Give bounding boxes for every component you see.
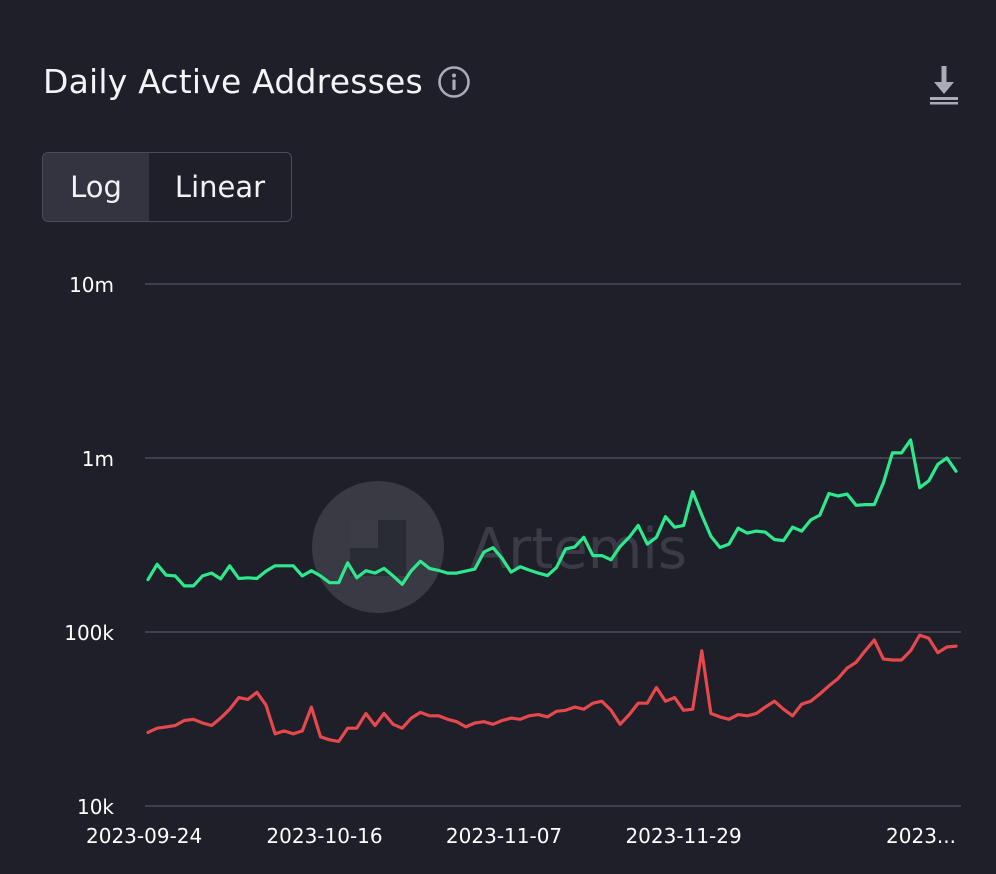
x-tick-label: 2023-11-29 [625, 824, 741, 848]
title-row: Daily Active Addresses [43, 62, 471, 101]
watermark: Artemis [312, 481, 687, 613]
grid [145, 283, 961, 807]
watermark-text: Artemis [470, 517, 687, 582]
scale-toggle: Log Linear [42, 152, 292, 222]
series-line-1 [146, 633, 958, 744]
y-axis: 10m 1m 100k 10k [64, 273, 114, 819]
x-tick-label: 2023-11-07 [446, 824, 562, 848]
chart-title: Daily Active Addresses [43, 62, 423, 101]
info-circle-icon[interactable] [437, 65, 471, 99]
linear-scale-button[interactable]: Linear [149, 153, 291, 221]
series-line-0 [146, 438, 958, 588]
y-tick-label: 100k [64, 621, 114, 645]
x-axis: 2023-09-24 2023-10-16 2023-11-07 2023-11-29… [86, 824, 956, 848]
log-scale-button[interactable]: Log [43, 153, 149, 221]
download-icon[interactable] [926, 64, 962, 106]
y-tick-label: 10m [69, 273, 114, 297]
y-tick-label: 1m [82, 447, 114, 471]
x-tick-label: 2023... [886, 824, 956, 848]
x-tick-label: 2023-10-16 [266, 824, 382, 848]
x-tick-label: 2023-09-24 [86, 824, 202, 848]
y-tick-label: 10k [77, 795, 114, 819]
watermark-logo-notch [350, 520, 378, 548]
series-group [146, 438, 958, 744]
